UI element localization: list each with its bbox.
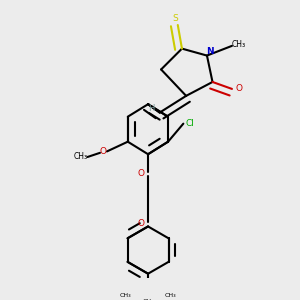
Text: O: O: [138, 219, 145, 228]
Text: S: S: [172, 14, 178, 22]
Text: CH₃: CH₃: [142, 299, 154, 300]
Text: CH₃: CH₃: [164, 293, 176, 298]
Text: CH₃: CH₃: [74, 152, 88, 161]
Text: O: O: [138, 169, 145, 178]
Text: CH₃: CH₃: [232, 40, 246, 49]
Text: CH₃: CH₃: [120, 293, 132, 298]
Text: H: H: [148, 104, 154, 113]
Text: N: N: [206, 47, 214, 56]
Text: O: O: [236, 84, 242, 93]
Text: O: O: [99, 147, 106, 156]
Text: Cl: Cl: [186, 119, 195, 128]
